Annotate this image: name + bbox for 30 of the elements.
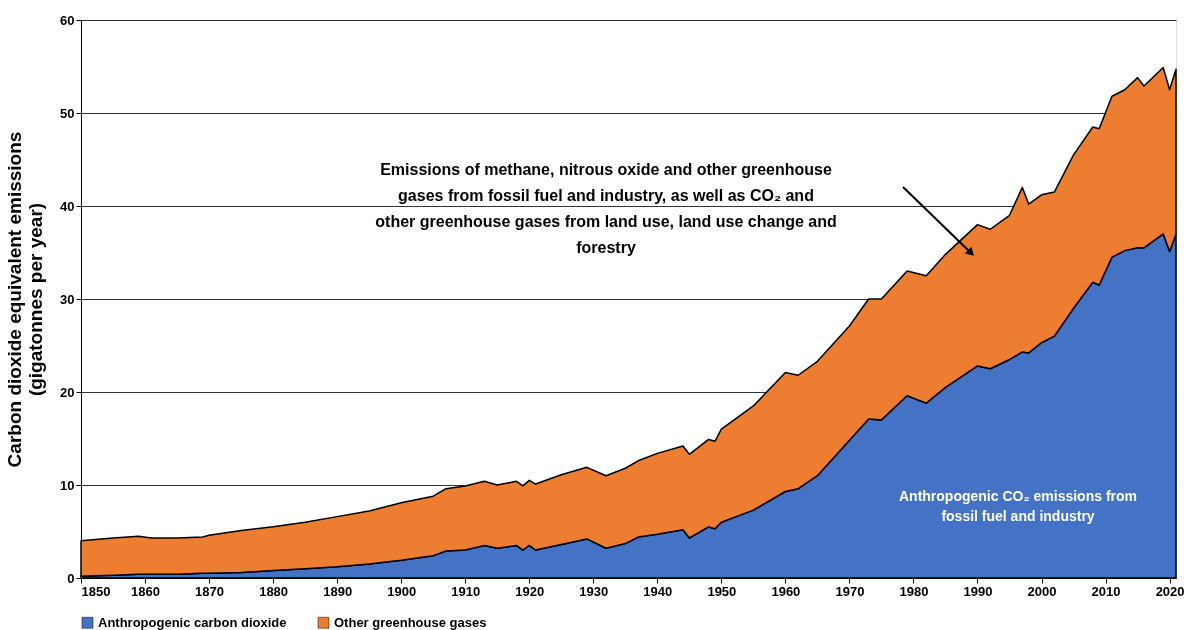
legend-label: Other greenhouse gases bbox=[334, 614, 487, 630]
x-tick-label: 1870 bbox=[195, 583, 225, 599]
legend-label: Anthropogenic carbon dioxide bbox=[98, 614, 287, 630]
x-tick-label: 2000 bbox=[1027, 583, 1057, 599]
x-tick-label: 1860 bbox=[131, 583, 160, 599]
x-tick-label: 1990 bbox=[963, 583, 993, 599]
x-tick-label: 1850 bbox=[81, 583, 111, 599]
annotation: Emissions of methane, nitrous oxide and other greenhouse gases from fossil fuel and industry, as well as CO₂ and other greenhouse gases from land use, land use change and forestry bbox=[375, 161, 837, 256]
y-tick-label: 50 bbox=[60, 105, 75, 121]
y-axis-title: Carbon dioxide equivalent emissions (gigatonnes per year) bbox=[4, 131, 47, 468]
x-tick-label: 1920 bbox=[515, 583, 545, 599]
y-tick-label: 0 bbox=[67, 570, 75, 586]
y-tick-label: 10 bbox=[60, 477, 75, 493]
y-tick-label: 20 bbox=[60, 384, 75, 400]
y-tick-label: 40 bbox=[60, 198, 75, 214]
x-tick-label: 1880 bbox=[259, 583, 289, 599]
x-tick-label: 1980 bbox=[899, 583, 929, 599]
x-tick-label: 1950 bbox=[707, 583, 737, 599]
x-tick-label: 1960 bbox=[771, 583, 801, 599]
x-tick-label: 1940 bbox=[643, 583, 673, 599]
y-tick-label: 60 bbox=[60, 12, 75, 28]
y-tick-label: 30 bbox=[60, 291, 75, 307]
x-tick-label: 2010 bbox=[1091, 583, 1121, 599]
x-tick-label: 1890 bbox=[323, 583, 353, 599]
x-tick-label: 1930 bbox=[579, 583, 609, 599]
annotation: Anthropogenic CO₂ emissions from fossil fuel and industry bbox=[898, 488, 1138, 524]
x-tick-label: 2020 bbox=[1155, 583, 1185, 599]
x-tick-label: 1900 bbox=[387, 583, 417, 599]
x-tick-label: 1970 bbox=[835, 583, 865, 599]
x-tick-label: 1910 bbox=[451, 583, 481, 599]
